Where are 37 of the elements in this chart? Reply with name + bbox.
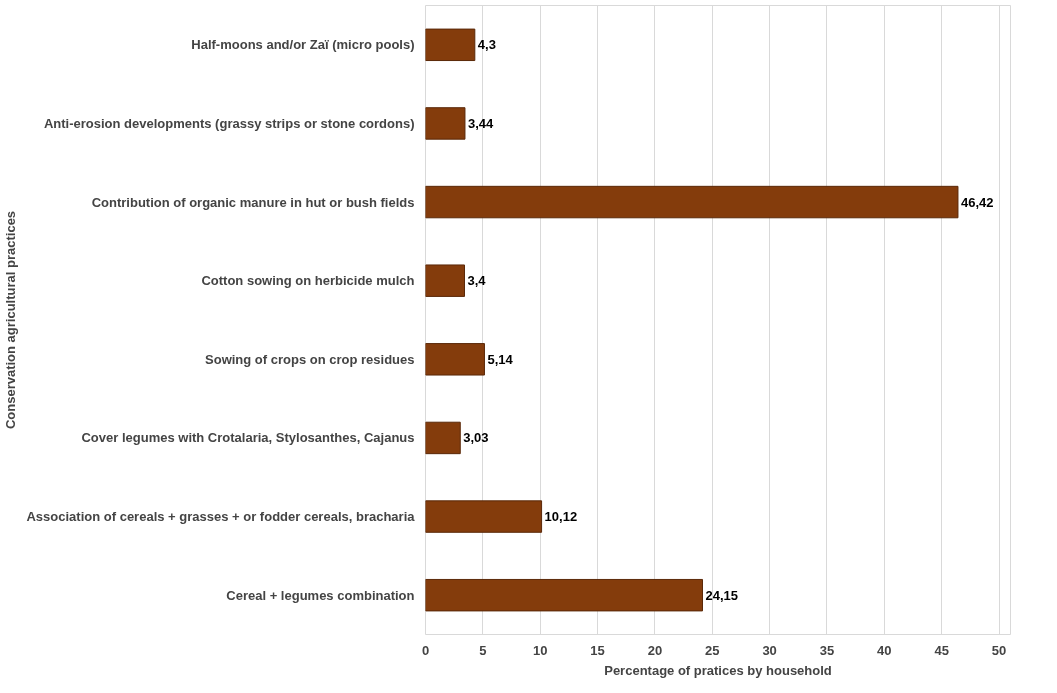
data-label: 3,03 bbox=[463, 430, 489, 446]
data-label: 3,44 bbox=[467, 115, 495, 131]
x-tick-label: 40 bbox=[877, 642, 892, 658]
x-axis-title: Percentage of pratices by household bbox=[604, 662, 832, 678]
data-label: 10,12 bbox=[544, 509, 578, 525]
x-tick-label: 35 bbox=[819, 642, 835, 658]
bar bbox=[425, 264, 465, 297]
bar bbox=[425, 578, 704, 612]
y-tick-label: Cotton sowing on herbicide mulch bbox=[201, 273, 415, 289]
x-tick-label: 10 bbox=[532, 642, 548, 658]
y-tick-label: Sowing of crops on crop residues bbox=[205, 351, 415, 367]
data-label: 46,42 bbox=[960, 194, 994, 210]
data-label: 5,14 bbox=[487, 351, 514, 367]
bar bbox=[425, 28, 476, 62]
bar bbox=[425, 343, 485, 376]
data-label: 24,15 bbox=[705, 587, 739, 603]
x-tick-label: 30 bbox=[762, 642, 777, 658]
x-tick-label: 20 bbox=[647, 642, 663, 658]
x-tick-label: 0 bbox=[421, 642, 430, 658]
y-tick-label: Contribution of organic manure in hut or bush fields bbox=[91, 194, 415, 210]
x-tick-label: 45 bbox=[934, 642, 949, 658]
y-tick-label: Anti-erosion developments (grassy strips or stone cordons) bbox=[43, 115, 415, 131]
data-label: 3,4 bbox=[467, 273, 487, 289]
y-tick-label: Cover legumes with Crotalaria, Stylosanthes, Cajanus bbox=[81, 430, 415, 446]
y-tick-label: Association of cereals + grasses + or fodder cereals, bracharia bbox=[26, 509, 416, 525]
bar bbox=[425, 421, 461, 455]
x-tick-label: 15 bbox=[590, 642, 605, 658]
y-tick-label: Half-moons and/or Zaï (micro pools) bbox=[191, 37, 415, 53]
data-label: 4,3 bbox=[477, 37, 496, 53]
x-tick-label: 25 bbox=[705, 642, 720, 658]
x-tick-label: 5 bbox=[479, 642, 487, 658]
x-tick-label: 50 bbox=[991, 642, 1007, 658]
y-tick-label: Cereal + legumes combination bbox=[226, 587, 415, 603]
y-axis-title: Conservation agricultural practices bbox=[3, 210, 19, 430]
bar bbox=[425, 107, 466, 140]
bar bbox=[425, 500, 543, 533]
bar bbox=[425, 185, 959, 219]
